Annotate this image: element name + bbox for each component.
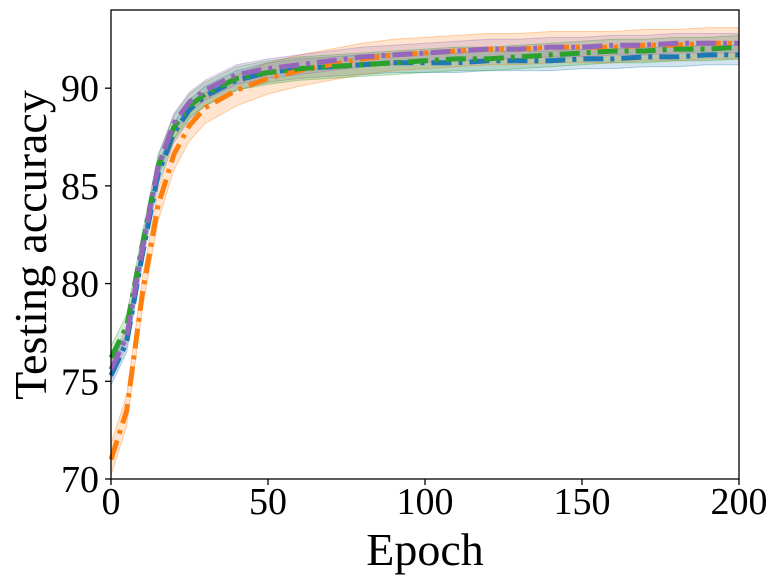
y-tick-label: 70: [61, 459, 99, 501]
y-tick-label: 85: [61, 166, 99, 208]
y-tick-label: 80: [61, 264, 99, 306]
series-1-line: [108, 52, 739, 377]
x-axis-label: Epoch: [366, 524, 484, 575]
series-2-line: [108, 40, 739, 461]
y-tick-label: 75: [61, 361, 99, 403]
series-lines: [108, 40, 740, 461]
y-axis-ticks: 70 75 80 85 90: [61, 68, 111, 501]
series-4-line: [108, 40, 739, 371]
x-tick-label: 100: [397, 481, 454, 523]
x-tick-label: 150: [554, 481, 611, 523]
x-tick-label: 0: [102, 481, 121, 523]
y-axis-label: Testing accuracy: [5, 90, 56, 400]
x-axis-ticks: 0 50 100 150 200: [102, 479, 768, 523]
y-tick-label: 90: [61, 68, 99, 110]
x-tick-label: 200: [711, 481, 768, 523]
x-tick-label: 50: [249, 481, 287, 523]
